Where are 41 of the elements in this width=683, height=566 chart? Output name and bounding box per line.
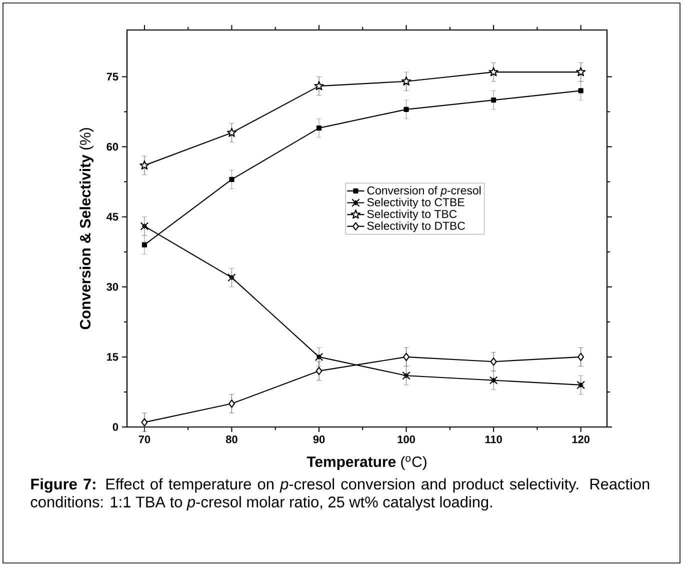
y-tick-label: 60 xyxy=(106,142,118,151)
x-axis-title: Temperature ($^{o}$C) xyxy=(306,456,426,470)
point xyxy=(228,400,235,408)
point xyxy=(229,176,234,182)
legend-label: Selectivity to CTBE xyxy=(367,198,464,209)
point xyxy=(401,76,412,86)
point xyxy=(403,352,410,362)
legend-label: Conversion of p-cresol xyxy=(367,186,481,197)
x-tick-label: 120 xyxy=(572,436,590,444)
point xyxy=(316,126,322,131)
point xyxy=(578,352,584,362)
legend-label: Selectivity to DTBC xyxy=(367,221,465,232)
point xyxy=(490,357,497,366)
point xyxy=(404,106,409,112)
y-axis-title: Conversion & Selectivity (%) xyxy=(80,128,94,330)
point xyxy=(141,418,148,426)
x-tick-label: 70 xyxy=(138,436,150,444)
point xyxy=(316,366,322,376)
y-tick-label: 75 xyxy=(106,72,118,81)
point xyxy=(491,98,496,103)
point xyxy=(488,67,498,76)
point xyxy=(578,88,584,94)
y-tick-label: 30 xyxy=(106,283,118,291)
point xyxy=(314,352,324,362)
x-tick-label: 80 xyxy=(226,436,238,444)
text: Figure 7: Effect of temperature on p-cresol conversion and product selectivity. Reaction conditions: 1:1 TBA to p-cresol molar ratio, 25 wt% catalyst loading. xyxy=(30,478,650,511)
legend-label: Selectivity to TBC xyxy=(367,210,457,220)
point xyxy=(142,242,147,248)
y-tick-label: 0 xyxy=(112,423,118,431)
point xyxy=(140,160,150,170)
y-tick-label: 45 xyxy=(106,213,118,221)
point xyxy=(576,67,586,76)
point xyxy=(228,273,236,282)
x-tick-label: 100 xyxy=(398,436,415,444)
point xyxy=(402,371,410,380)
point xyxy=(314,81,324,90)
x-tick-label: 90 xyxy=(313,436,325,444)
point xyxy=(489,376,498,384)
y-tick-label: 15 xyxy=(106,353,118,361)
x-tick-label: 110 xyxy=(485,436,502,444)
point xyxy=(226,128,237,137)
